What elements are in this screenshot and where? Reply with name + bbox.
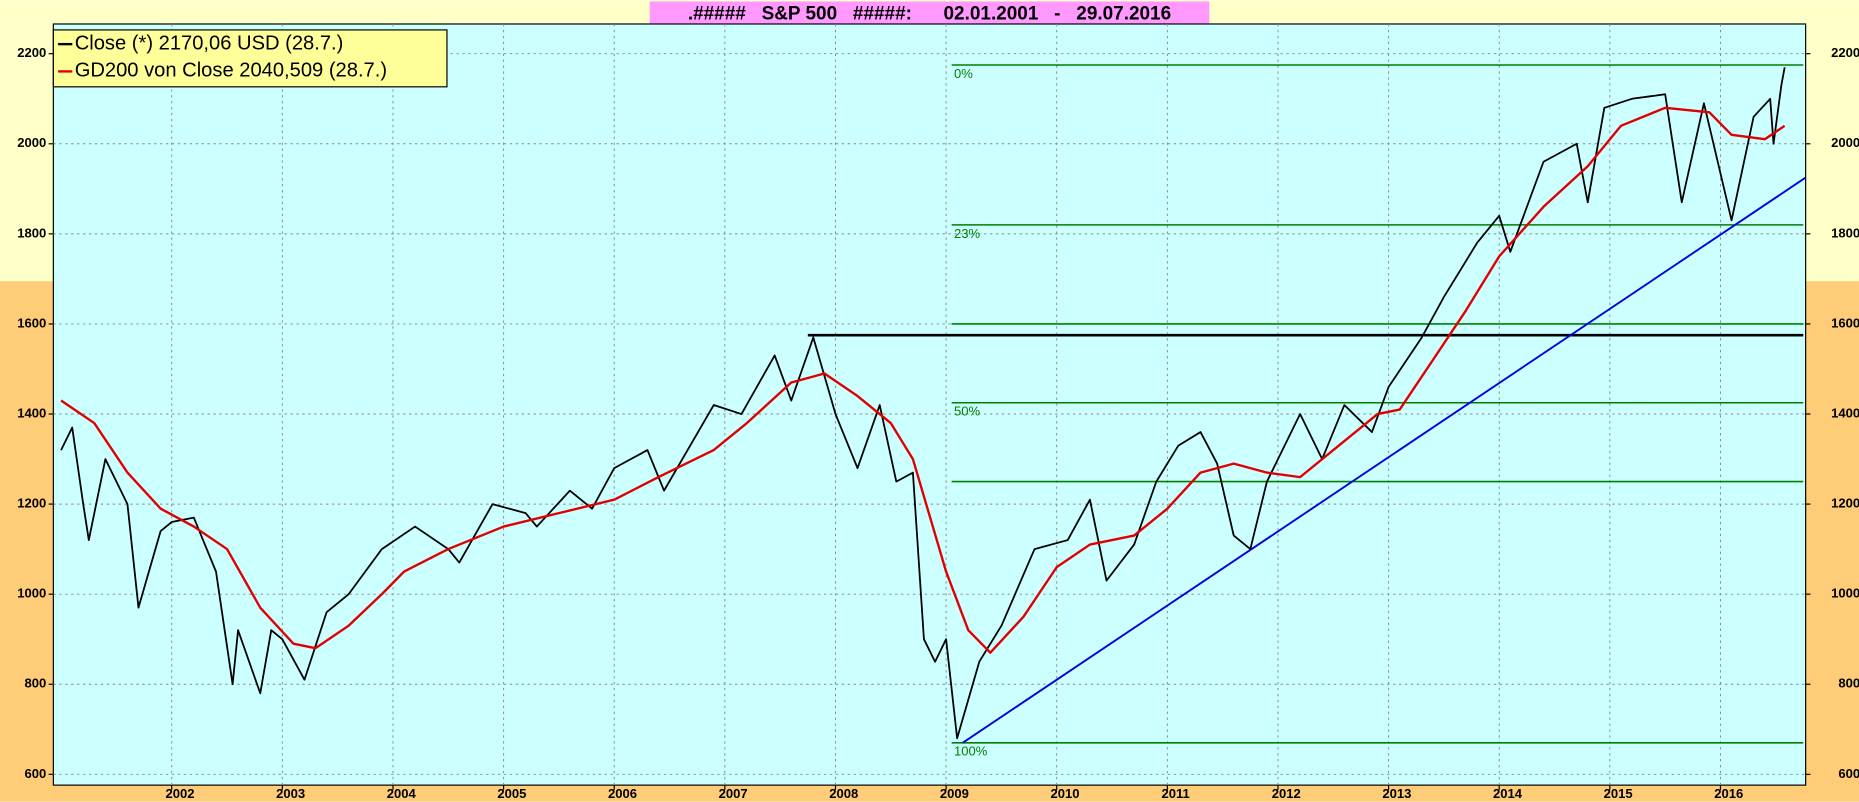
fib-label: 50% — [954, 404, 980, 419]
y2-tick-label: 1800 — [1831, 225, 1859, 240]
fib-label: 100% — [954, 744, 988, 759]
plot: 600 600 800 800 1000 1000 1200 1200 1400 1400 1600… — [17, 23, 1859, 801]
x-tick-label: 2014 — [1493, 786, 1523, 801]
series-line — [60, 106, 1786, 654]
x-tick-label: 2005 — [497, 786, 526, 801]
fib-label: 0% — [954, 66, 973, 81]
plot-area — [52, 23, 1807, 786]
y-tick-label: 2200 — [17, 45, 46, 60]
legend-entries: Close (*) 2170,06 USD (28.7.) GD200 von C… — [58, 32, 387, 82]
x-tick-label: 2003 — [276, 786, 305, 801]
fib-label: 23% — [954, 226, 980, 241]
x-tick-label: 2011 — [1162, 786, 1190, 801]
x-tick-label: 2004 — [387, 786, 417, 801]
title-bg — [649, 1, 1210, 26]
y-tick-label: 1200 — [17, 496, 46, 511]
y-tick-label: 1000 — [17, 586, 46, 601]
y-tick-label: 2000 — [17, 135, 46, 150]
x-tick-label: 2007 — [719, 786, 748, 801]
series-line — [60, 67, 1786, 740]
x-tick-label: 2015 — [1604, 786, 1633, 801]
x-tick-label: 2013 — [1382, 786, 1411, 801]
y2-tick-label: 1400 — [1831, 405, 1859, 420]
legend — [52, 29, 448, 88]
x-tick-label: 2002 — [166, 786, 195, 801]
legend-label: Close (*) 2170,06 USD (28.7.) — [75, 32, 344, 54]
y2-tick-label: 1000 — [1831, 586, 1859, 601]
legend-label: GD200 von Close 2040,509 (28.7.) — [75, 60, 387, 82]
y2-tick-label: 600 — [1838, 766, 1859, 781]
y-tick-label: 1600 — [17, 315, 46, 330]
y-tick-label: 600 — [24, 766, 46, 781]
x-tick-label: 2012 — [1272, 786, 1301, 801]
y-tick-label: 1800 — [17, 225, 46, 240]
y-tick-label: 800 — [24, 676, 46, 691]
x-tick-label: 2010 — [1051, 786, 1080, 801]
y-tick-label: 1400 — [17, 405, 46, 420]
x-tick-label: 2008 — [829, 786, 858, 801]
y2-tick-label: 1600 — [1831, 315, 1859, 330]
x-tick-label: 2006 — [608, 786, 637, 801]
chart-title: .##### S&P 500 #####: 02.01.2001 - 29.07… — [688, 4, 1171, 25]
y2-tick-label: 1200 — [1831, 496, 1859, 511]
y2-tick-label: 800 — [1838, 676, 1859, 691]
y2-tick-label: 2200 — [1831, 45, 1859, 60]
y2-tick-label: 2000 — [1831, 135, 1859, 150]
x-tick-label: 2009 — [940, 786, 969, 801]
trend-line — [962, 176, 1807, 744]
x-tick-label: 2016 — [1714, 786, 1743, 801]
